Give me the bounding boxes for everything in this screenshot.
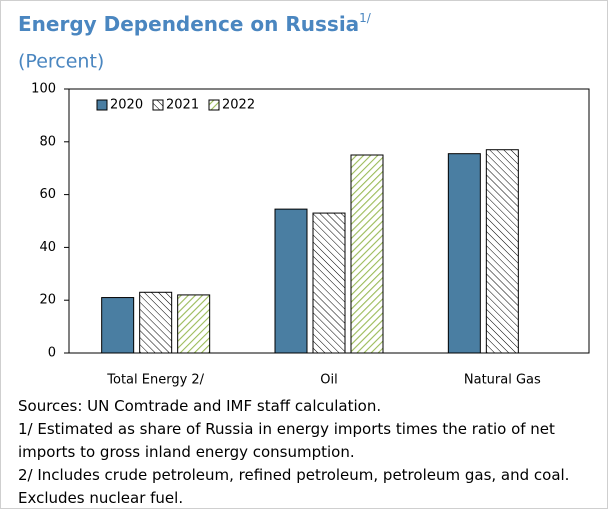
bar <box>177 294 211 354</box>
chart: Energy Dependence on Russia1/ (Percent) … <box>18 11 590 388</box>
y-tick-label: 40 <box>39 240 56 255</box>
bar <box>274 208 308 354</box>
bar <box>485 149 519 354</box>
y-tick-label: 20 <box>39 293 56 308</box>
chart-title: Energy Dependence on Russia <box>18 12 359 36</box>
legend-swatch <box>96 99 108 111</box>
note: 1/ Estimated as share of Russia in energ… <box>18 420 555 461</box>
legend-swatch <box>208 99 220 111</box>
bar <box>312 212 346 354</box>
legend-label: 2021 <box>166 98 199 113</box>
x-tick-label: Oil <box>320 373 337 388</box>
bar <box>350 154 384 354</box>
legend-label: 2020 <box>110 98 143 113</box>
bar <box>139 291 173 354</box>
title-superscript: 1/ <box>359 11 372 25</box>
y-tick-label: 60 <box>39 187 56 202</box>
legend-label: 2022 <box>222 98 255 113</box>
bar <box>447 153 481 354</box>
chart-title-wrap: Energy Dependence on Russia1/ <box>18 11 372 36</box>
x-tick-label: Natural Gas <box>464 373 541 388</box>
chart-subtitle: (Percent) <box>18 51 104 73</box>
y-tick-label: 100 <box>31 82 56 97</box>
bar <box>101 297 135 354</box>
x-tick-label: Total Energy 2/ <box>106 373 204 388</box>
y-tick-label: 0 <box>48 346 56 361</box>
y-tick-label: 80 <box>39 134 56 149</box>
legend-swatch <box>152 99 164 111</box>
note: 2/ Includes crude petroleum, refined pet… <box>18 466 570 507</box>
note: Sources: UN Comtrade and IMF staff calcu… <box>18 397 382 415</box>
plot-frame <box>68 88 590 354</box>
notes: Sources: UN Comtrade and IMF staff calcu… <box>18 395 603 508</box>
